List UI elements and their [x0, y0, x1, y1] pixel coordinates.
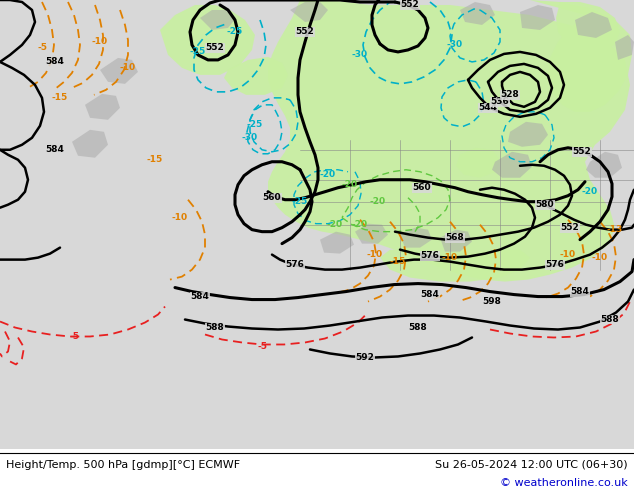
Polygon shape — [575, 12, 612, 38]
Text: 588: 588 — [409, 323, 427, 332]
Text: -20: -20 — [582, 187, 598, 196]
Text: -10: -10 — [367, 250, 383, 259]
Text: -20: -20 — [352, 220, 368, 229]
Text: -5: -5 — [257, 342, 267, 351]
Text: -25: -25 — [247, 121, 263, 129]
Text: -20: -20 — [320, 170, 336, 179]
Polygon shape — [440, 230, 472, 252]
Text: -20: -20 — [370, 197, 386, 206]
Text: -10: -10 — [92, 37, 108, 47]
Text: 588: 588 — [205, 323, 224, 332]
Text: -30: -30 — [352, 50, 368, 59]
Text: 552: 552 — [573, 147, 592, 156]
Polygon shape — [492, 152, 532, 178]
Text: 552: 552 — [560, 223, 579, 232]
Polygon shape — [460, 2, 495, 25]
Text: -30: -30 — [447, 41, 463, 49]
Text: 536: 536 — [491, 98, 509, 106]
Text: 584: 584 — [46, 57, 65, 67]
Text: -25: -25 — [190, 48, 206, 56]
Text: 584: 584 — [571, 287, 590, 296]
Text: 560: 560 — [413, 183, 431, 192]
Polygon shape — [615, 35, 634, 60]
Text: 580: 580 — [536, 200, 554, 209]
Polygon shape — [290, 2, 328, 22]
Text: © weatheronline.co.uk: © weatheronline.co.uk — [500, 478, 628, 488]
Text: -20: -20 — [342, 180, 358, 189]
Polygon shape — [100, 58, 138, 84]
Text: -15: -15 — [390, 257, 406, 266]
Text: -25: -25 — [227, 27, 243, 36]
Polygon shape — [530, 0, 632, 112]
Text: Su 26-05-2024 12:00 UTC (06+30): Su 26-05-2024 12:00 UTC (06+30) — [435, 460, 628, 470]
Polygon shape — [85, 94, 120, 120]
Text: 576: 576 — [285, 260, 304, 269]
Text: -10: -10 — [172, 213, 188, 222]
Polygon shape — [320, 232, 354, 254]
Polygon shape — [224, 57, 288, 95]
Polygon shape — [160, 5, 255, 75]
Polygon shape — [456, 148, 500, 178]
Polygon shape — [400, 228, 432, 247]
Text: 592: 592 — [356, 353, 375, 362]
Text: -10: -10 — [120, 63, 136, 73]
Text: -10: -10 — [560, 250, 576, 259]
Polygon shape — [556, 2, 620, 52]
Text: 584: 584 — [420, 290, 439, 299]
Text: -5: -5 — [70, 332, 80, 341]
Text: -15: -15 — [52, 94, 68, 102]
Text: 588: 588 — [600, 315, 619, 324]
Polygon shape — [268, 0, 630, 282]
Text: -30: -30 — [242, 133, 258, 142]
Text: 552: 552 — [205, 44, 224, 52]
Text: 552: 552 — [295, 27, 314, 36]
Text: 560: 560 — [262, 193, 281, 202]
Text: -10: -10 — [592, 253, 608, 262]
Text: -20: -20 — [327, 220, 343, 229]
Text: 584: 584 — [46, 145, 65, 154]
Text: 544: 544 — [479, 103, 498, 112]
Text: -13: -13 — [607, 225, 623, 234]
Text: 568: 568 — [446, 233, 464, 242]
Polygon shape — [520, 5, 555, 30]
Polygon shape — [72, 130, 108, 158]
Text: 584: 584 — [191, 292, 209, 301]
Polygon shape — [586, 152, 622, 178]
Polygon shape — [508, 122, 548, 147]
Polygon shape — [200, 10, 236, 30]
Text: -10: -10 — [442, 253, 458, 262]
Text: -15: -15 — [147, 155, 163, 164]
Text: 576: 576 — [420, 251, 439, 260]
Text: 528: 528 — [501, 90, 519, 99]
Text: 576: 576 — [546, 260, 564, 269]
Polygon shape — [355, 223, 388, 244]
Text: -25: -25 — [292, 197, 308, 206]
Text: 598: 598 — [482, 297, 501, 306]
Polygon shape — [380, 249, 530, 282]
Text: 552: 552 — [401, 0, 419, 9]
Text: Height/Temp. 500 hPa [gdmp][°C] ECMWF: Height/Temp. 500 hPa [gdmp][°C] ECMWF — [6, 460, 240, 470]
Text: -5: -5 — [37, 44, 47, 52]
